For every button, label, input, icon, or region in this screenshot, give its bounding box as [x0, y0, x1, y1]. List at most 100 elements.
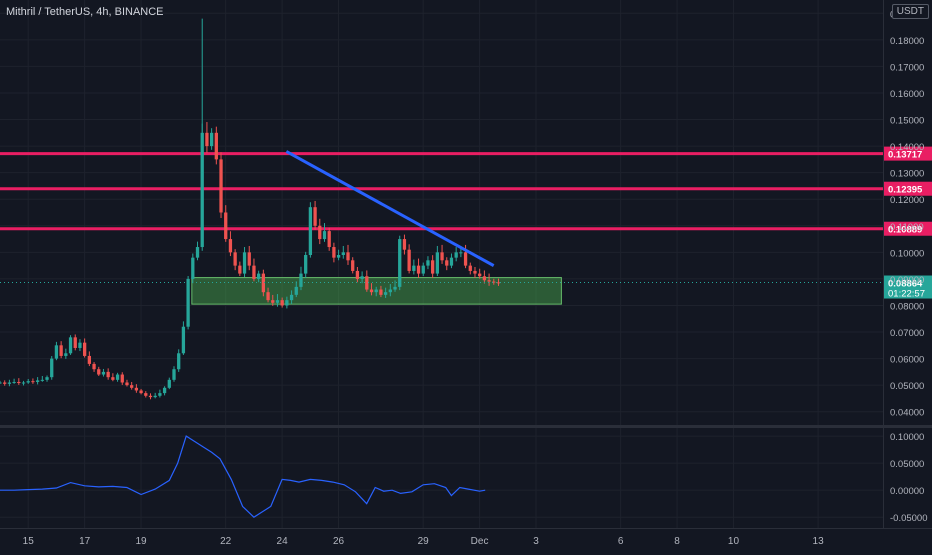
candle-body [92, 363, 96, 370]
candle-body [266, 292, 270, 301]
y-tick-label: 0.16000 [890, 89, 924, 100]
candle-body [280, 300, 284, 306]
candle-body [435, 252, 440, 274]
candle-body [3, 382, 7, 384]
candle-body [148, 395, 153, 398]
y-tick-label: 0.04000 [890, 408, 924, 419]
candle-body [130, 385, 134, 388]
x-tick-label: 15 [23, 536, 35, 547]
candle-body [482, 276, 487, 281]
x-tick-label: 17 [79, 536, 91, 547]
candle-body [167, 379, 171, 388]
last-price-label: 0.08864 [888, 279, 923, 290]
candle-body [228, 239, 233, 253]
candle-body [87, 355, 91, 364]
candle-body [299, 273, 303, 287]
candle-body [68, 337, 73, 354]
candle-body [463, 252, 468, 266]
horizontal-levels[interactable]: 0.13717 0.12395 0.10889 [0, 146, 932, 236]
y-tick-label: 0.09000 [890, 275, 924, 286]
y-tick-label: 0.12000 [890, 195, 924, 206]
x-tick-label: 6 [618, 536, 624, 547]
candle-body [304, 255, 308, 274]
candle-body [191, 257, 195, 279]
x-tick-label: 19 [135, 536, 147, 547]
candle-body [59, 345, 63, 356]
candle-body [73, 337, 77, 348]
candle-body [214, 132, 218, 160]
candle-body [209, 132, 214, 147]
candle-body [487, 280, 491, 282]
candle-body [252, 265, 256, 279]
candle-body [219, 159, 223, 213]
candle-body [106, 371, 110, 378]
candle-body [313, 207, 317, 226]
candle-body [83, 342, 87, 356]
candle-body [54, 345, 59, 359]
candle-body [336, 255, 341, 258]
candle-body [412, 265, 416, 271]
candle-body [195, 247, 200, 258]
candle-body [478, 273, 482, 277]
x-tick-label: 29 [418, 536, 430, 547]
candle-body [21, 382, 26, 384]
candle-body [440, 252, 444, 261]
candle-body [341, 252, 345, 255]
candle-body [393, 286, 397, 290]
candle-body [421, 265, 425, 274]
candle-body [134, 387, 139, 391]
countdown-label: 01:22:57 [888, 289, 925, 300]
level-price-label: 0.12395 [888, 185, 923, 196]
candle-body [12, 381, 16, 383]
oscillator-pane [0, 435, 486, 518]
candle-body [355, 270, 360, 279]
candle-body [205, 132, 209, 147]
candle-body [181, 326, 186, 354]
candle-body [64, 353, 68, 356]
last-price-tag [884, 275, 932, 299]
candle-body [31, 381, 35, 383]
candle-body [383, 292, 388, 295]
candle-body [360, 276, 364, 279]
currency-button[interactable]: USDT [891, 4, 929, 19]
grid-lines [0, 0, 883, 528]
candle-body [238, 265, 242, 274]
candle-body [186, 278, 190, 327]
candle-body [200, 132, 204, 248]
candle-body [7, 382, 12, 384]
osc-y-tick-label: 0.00000 [890, 486, 924, 497]
candle-body [275, 300, 280, 303]
y-tick-label: 0.08000 [890, 301, 924, 312]
candle-body [177, 353, 181, 370]
candle-body [402, 239, 407, 250]
candle-body [120, 374, 124, 383]
candle-body [318, 225, 322, 240]
osc-y-tick-label: 0.10000 [890, 432, 924, 443]
candle-body [261, 273, 265, 293]
candle-body [496, 282, 501, 284]
y-tick-label: 0.11000 [890, 222, 924, 233]
trendline[interactable] [285, 150, 495, 267]
candle-body [426, 260, 430, 266]
x-tick-label: 3 [533, 536, 539, 547]
candle-body [78, 342, 82, 348]
candle-body [289, 294, 294, 301]
candle-body [431, 260, 435, 274]
candle-body [26, 381, 30, 383]
level-price-label: 0.10889 [888, 225, 922, 236]
x-tick-label: 26 [333, 536, 345, 547]
symbol-title[interactable]: Mithril / TetherUS, 4h, BINANCE [6, 6, 164, 18]
x-tick-label: 22 [220, 536, 232, 547]
candle-body [398, 239, 402, 287]
candle-body [459, 252, 463, 254]
y-tick-label: 0.07000 [890, 328, 924, 339]
candle-body [346, 252, 350, 261]
y-tick-label: 0.05000 [890, 381, 924, 392]
candle-body [416, 265, 421, 274]
candle-body [45, 377, 49, 380]
candle-body [101, 371, 106, 375]
candle-body [97, 369, 101, 375]
candle-body [115, 374, 120, 380]
